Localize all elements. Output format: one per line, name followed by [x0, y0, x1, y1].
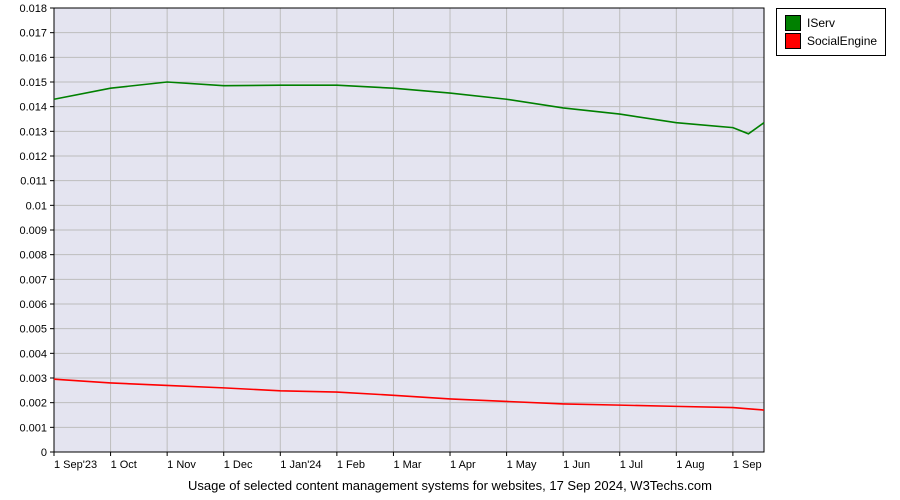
x-tick-label: 1 May: [507, 459, 537, 471]
legend-item: IServ: [785, 15, 877, 31]
y-tick-label: 0.007: [19, 274, 47, 286]
legend-label: SocialEngine: [807, 34, 877, 48]
y-tick-label: 0.002: [19, 398, 47, 410]
y-tick-label: 0.003: [19, 373, 47, 385]
legend-item: SocialEngine: [785, 33, 877, 49]
legend-swatch: [785, 33, 801, 49]
y-tick-label: 0.012: [19, 151, 47, 163]
y-tick-label: 0.014: [19, 102, 47, 114]
x-tick-label: 1 Apr: [450, 459, 476, 471]
y-tick-label: 0.016: [19, 52, 47, 64]
y-tick-label: 0.008: [19, 250, 47, 262]
y-tick-label: 0.017: [19, 28, 47, 40]
x-tick-label: 1 Aug: [676, 459, 704, 471]
x-tick-label: 1 Dec: [224, 459, 253, 471]
line-chart: 0 0.001 0.002 0.003 0.004 0.005 0.006 0.007 0.00…: [0, 0, 900, 500]
x-tick-label: 1 Jun: [563, 459, 590, 471]
x-tick-label: 1 Oct: [111, 459, 137, 471]
x-tick-label: 1 Mar: [393, 459, 421, 471]
legend-label: IServ: [807, 16, 835, 30]
y-tick-label: 0.01: [26, 200, 47, 212]
y-tick-label: 0.015: [19, 77, 47, 89]
x-tick-label: 1 Feb: [337, 459, 365, 471]
y-tick-label: 0.011: [20, 176, 47, 188]
y-tick-label: 0.013: [19, 126, 47, 138]
y-tick-label: 0.006: [19, 299, 47, 311]
x-tick-label: 1 Jul: [620, 459, 643, 471]
y-tick-label: 0.004: [19, 348, 47, 360]
x-tick-label: 1 Jan'24: [280, 459, 321, 471]
y-tick-label: 0.018: [19, 3, 47, 15]
y-tick-label: 0.005: [19, 324, 47, 336]
y-tick-label: 0: [41, 447, 47, 459]
x-tick-label: 1 Sep'23: [54, 459, 97, 471]
x-tick-label: 1 Nov: [167, 459, 196, 471]
chart-caption: Usage of selected content management sys…: [50, 478, 850, 493]
x-tick-label: 1 Sep: [733, 459, 762, 471]
y-tick-label: 0.009: [19, 225, 47, 237]
legend-swatch: [785, 15, 801, 31]
y-tick-label: 0.001: [19, 422, 47, 434]
legend: IServ SocialEngine: [776, 8, 886, 56]
chart-container: 0 0.001 0.002 0.003 0.004 0.005 0.006 0.007 0.00…: [0, 0, 900, 500]
